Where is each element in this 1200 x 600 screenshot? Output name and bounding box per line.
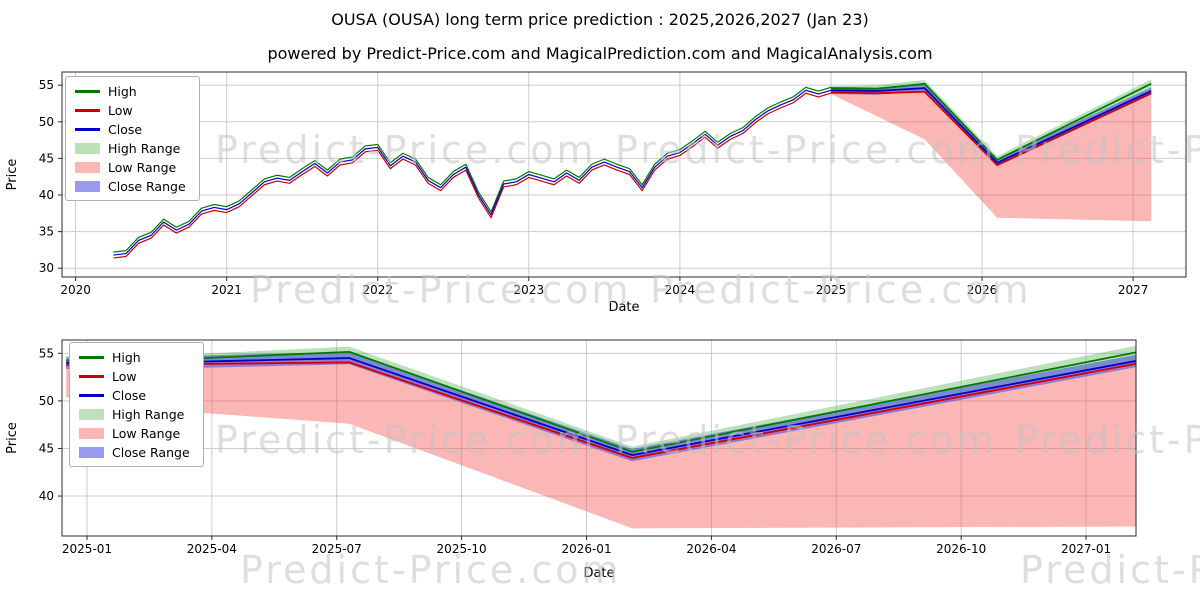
history-close-line	[113, 89, 832, 256]
high-fill-swatch	[79, 408, 104, 420]
x-tick-label: 2023	[514, 283, 545, 297]
high-line-swatch	[79, 355, 104, 359]
legend-label: High	[108, 83, 137, 99]
close-fill-swatch	[79, 446, 104, 458]
x-tick-label: 2026-01	[561, 542, 611, 556]
y-tick-label: 45	[39, 441, 54, 455]
x-tick-label: 2026-04	[686, 542, 736, 556]
legend-label: Close Range	[112, 444, 190, 460]
y-tick-label: 50	[39, 115, 54, 129]
forecast-close-line	[830, 87, 1152, 164]
legend-entry: Close	[75, 121, 186, 137]
y-tick-label: 55	[39, 78, 54, 92]
legend-entry: Low	[75, 102, 186, 118]
y-tick-label: 40	[39, 188, 54, 202]
forecast-low-line	[830, 90, 1152, 166]
x-tick-label: 2026-10	[936, 542, 986, 556]
plot-border	[61, 339, 1137, 537]
x-axis-label: Date	[583, 566, 614, 581]
legend-entry: Low	[79, 368, 190, 384]
plot-border	[61, 71, 1187, 278]
legend-entry: High Range	[79, 406, 190, 422]
low-fill-swatch	[79, 427, 104, 439]
legend-entry: Close Range	[75, 178, 186, 194]
y-axis-label: Price	[5, 159, 20, 191]
legend-label: Close	[112, 387, 147, 403]
x-tick-label: 2025-01	[62, 542, 112, 556]
high-fill-swatch	[75, 142, 100, 154]
y-tick-label: 50	[39, 394, 54, 408]
history-low-line	[113, 92, 832, 259]
legend-label: High Range	[112, 406, 185, 422]
legend-label: Low Range	[108, 159, 177, 175]
x-tick-label: 2025-07	[312, 542, 362, 556]
x-tick-label: 2025	[816, 283, 847, 297]
legend-entry: Close Range	[79, 444, 190, 460]
legend-entry: Low Range	[79, 425, 190, 441]
x-tick-label: 2025-10	[437, 542, 487, 556]
x-tick-label: 2021	[211, 283, 242, 297]
y-tick-label: 45	[39, 151, 54, 165]
legend-entry: Close	[79, 387, 190, 403]
close-line-swatch	[79, 393, 104, 397]
x-axis-label: Date	[608, 300, 639, 314]
legend-label: Low Range	[112, 425, 181, 441]
low-fill-swatch	[75, 161, 100, 173]
y-tick-label: 55	[39, 346, 54, 360]
close-fill-swatch	[75, 180, 100, 192]
legend-entry: High	[79, 349, 190, 365]
x-tick-label: 2027	[1118, 283, 1149, 297]
x-tick-label: 2026-07	[811, 542, 861, 556]
x-tick-label: 2022	[362, 283, 393, 297]
legend-label: Low	[112, 368, 137, 384]
high-line-swatch	[75, 89, 100, 93]
page-subtitle: powered by Predict-Price.com and Magical…	[267, 44, 933, 63]
legend-entry: Low Range	[75, 159, 186, 175]
x-tick-label: 2025-04	[187, 542, 237, 556]
history-high-line	[113, 86, 832, 253]
legend-entry: High	[75, 83, 186, 99]
y-tick-label: 35	[39, 225, 54, 239]
page-title: OUSA (OUSA) long term price prediction :…	[331, 10, 869, 29]
x-tick-label: 2026	[967, 283, 998, 297]
legend-label: Close Range	[108, 178, 186, 194]
low-line-swatch	[79, 374, 104, 378]
legend-label: Low	[108, 102, 133, 118]
y-tick-label: 40	[39, 489, 54, 503]
legend-entry: High Range	[75, 140, 186, 156]
x-tick-label: 2020	[60, 283, 91, 297]
low-range-band	[66, 358, 1136, 529]
y-axis-label: Price	[5, 422, 20, 454]
legend-label: High	[112, 349, 141, 365]
legend-label: High Range	[108, 140, 181, 156]
y-tick-label: 30	[39, 261, 54, 275]
legend-top-chart: High Low Close High Range Low Range Close Ran…	[65, 76, 200, 201]
low-range-band	[830, 88, 1152, 222]
x-tick-label: 2024	[665, 283, 696, 297]
close-line-swatch	[75, 127, 100, 131]
price-history-forecast-chart: 2020 2021 2022 2023 2024 2025 2026 2027 30 35 40 45…	[5, 71, 1187, 314]
x-tick-label: 2027-01	[1061, 542, 1111, 556]
forecast-high-line	[830, 82, 1152, 161]
legend-label: Close	[108, 121, 143, 137]
legend-bottom-chart: High Low Close High Range Low Range Close Ran…	[69, 342, 204, 467]
low-line-swatch	[75, 108, 100, 112]
